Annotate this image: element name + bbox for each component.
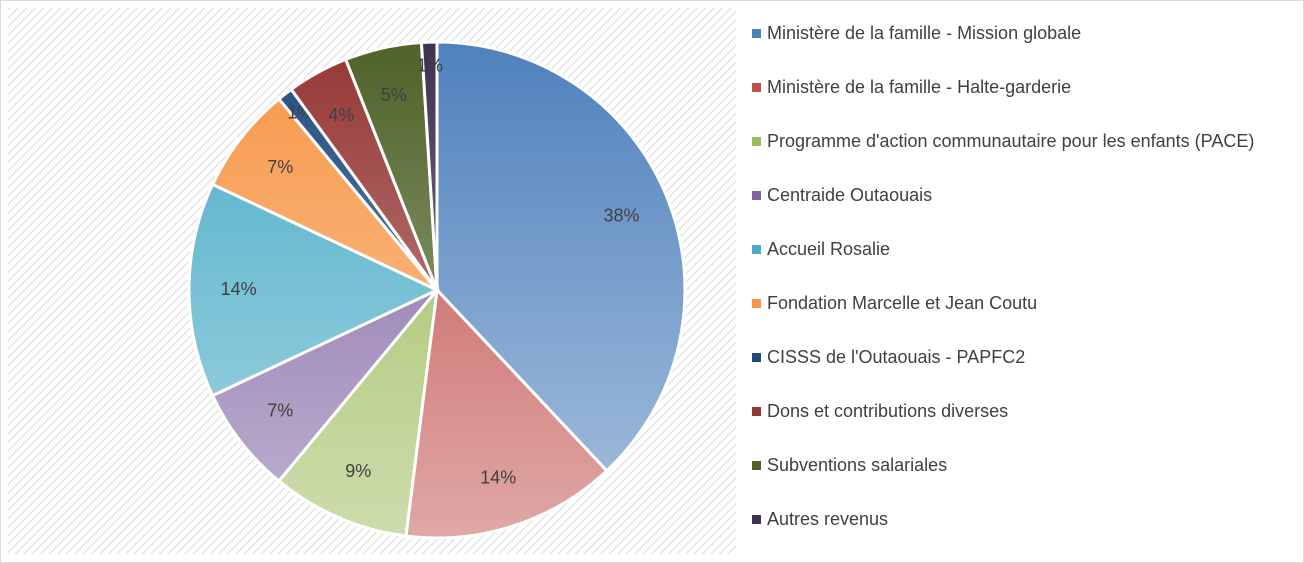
legend-label: Subventions salariales (767, 455, 948, 475)
pie-slice (404, 286, 609, 540)
legend-label: CISSS de l'Outaouais - PAPFC2 (767, 347, 1026, 367)
legend-label: Dons et contributions diverses (767, 401, 1009, 421)
legend-swatch (752, 191, 761, 200)
pie-slice (210, 288, 439, 484)
data-label: 14% (480, 467, 516, 487)
legend-label: Ministère de la famille - Halte-garderie (767, 77, 1072, 97)
legend-item: Subventions salariales (752, 452, 1292, 479)
legend-item: Centraide Outaouais (752, 182, 1292, 209)
legend-item: Ministère de la famille - Halte-garderie (752, 74, 1292, 101)
pie-slice (187, 182, 441, 398)
legend-swatch (752, 461, 761, 470)
legend-swatch (752, 407, 761, 416)
data-label: 9% (345, 461, 371, 481)
data-label: 7% (267, 400, 293, 420)
legend-swatch (752, 83, 761, 92)
legend-item: Autres revenus (752, 506, 1292, 533)
legend-item: Ministère de la famille - Mission global… (752, 20, 1292, 47)
legend-label: Autres revenus (767, 509, 889, 529)
data-label: 5% (381, 85, 407, 105)
legend-label: Fondation Marcelle et Jean Coutu (767, 293, 1038, 313)
legend-swatch (752, 137, 761, 146)
legend-swatch (752, 29, 761, 38)
legend-swatch (752, 299, 761, 308)
data-label: 14% (221, 279, 257, 299)
legend-swatch (752, 245, 761, 254)
legend-swatch (752, 515, 761, 524)
data-label: 4% (328, 105, 354, 125)
data-label: 1% (417, 56, 443, 76)
pie-slice (435, 40, 687, 473)
legend-item: Accueil Rosalie (752, 236, 1292, 263)
pie-slice (276, 285, 440, 538)
pie-slice (210, 96, 439, 292)
legend-label: Programme d'action communautaire pour le… (767, 131, 1255, 151)
pie-slice (419, 40, 439, 291)
data-label: 38% (603, 206, 639, 226)
legend-item: Dons et contributions diverses (752, 398, 1292, 425)
legend-item: Fondation Marcelle et Jean Coutu (752, 290, 1292, 317)
data-label: 7% (267, 157, 293, 177)
legend-swatch (752, 353, 761, 362)
legend-label: Accueil Rosalie (767, 239, 891, 259)
legend-label: Ministère de la famille - Mission global… (767, 23, 1082, 43)
legend-item: CISSS de l'Outaouais - PAPFC2 (752, 344, 1292, 371)
legend-label: Centraide Outaouais (767, 185, 933, 205)
legend-item: Programme d'action communautaire pour le… (752, 128, 1292, 155)
